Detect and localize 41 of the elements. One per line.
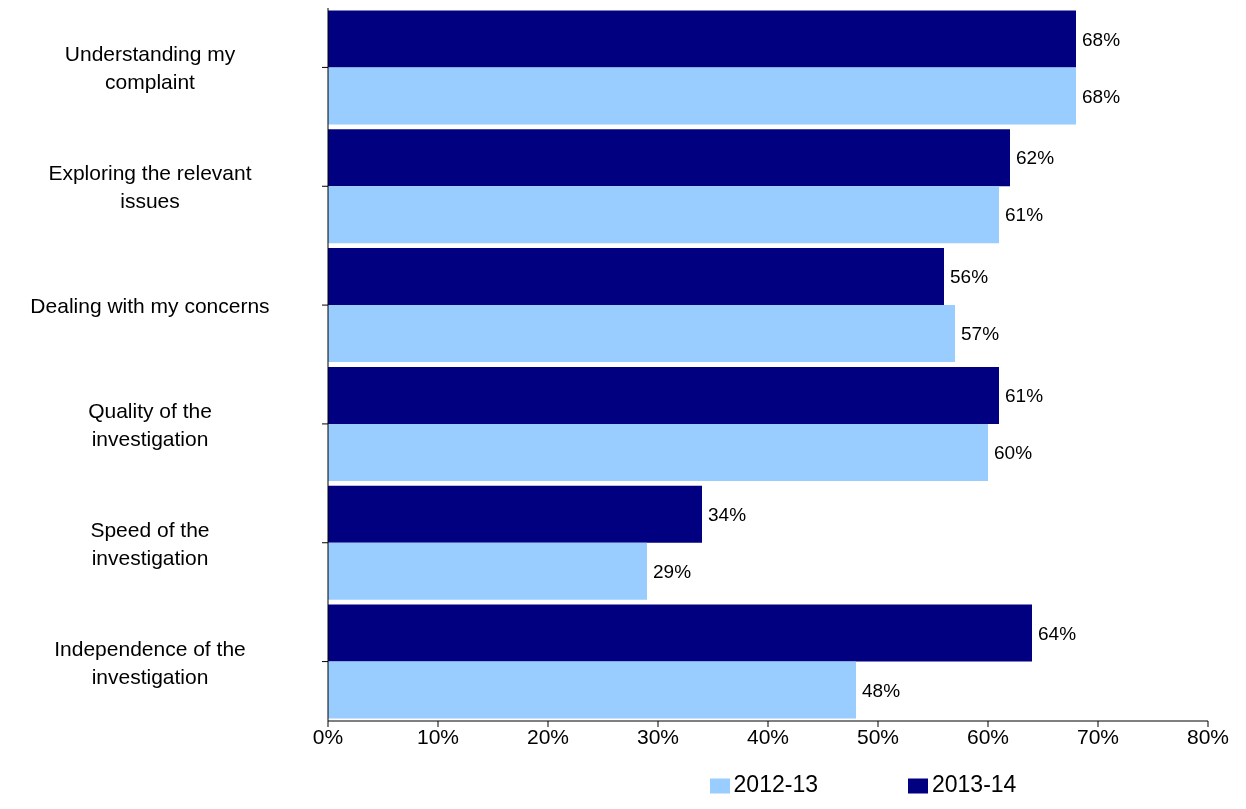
bar (328, 67, 1076, 125)
x-tick-label: 20% (526, 724, 570, 748)
x-tick-label: 70% (1076, 724, 1120, 748)
legend-label: 2012-13 (733, 771, 818, 797)
bar (328, 661, 856, 719)
bar (328, 10, 1076, 68)
legend-label: 2013-14 (932, 771, 1017, 797)
y-tick-label: Exploring the relevant issues (48, 160, 252, 212)
bar (328, 604, 1032, 662)
x-tick-label: 10% (416, 724, 460, 748)
data-label: 68% (1082, 85, 1121, 107)
data-label: 64% (1038, 622, 1077, 644)
data-label: 68% (1082, 28, 1121, 50)
data-label: 61% (1005, 204, 1044, 226)
data-label: 56% (950, 266, 989, 288)
data-label: 60% (994, 442, 1033, 464)
bar (328, 423, 988, 481)
y-tick-label: Independence of the investigation (54, 636, 246, 688)
x-tick-label: 50% (856, 724, 900, 748)
data-label: 61% (1005, 385, 1044, 407)
x-tick-label: 0% (312, 724, 344, 748)
data-label: 29% (653, 560, 692, 582)
bar (328, 305, 955, 363)
bar (328, 366, 999, 424)
data-label: 34% (708, 503, 747, 525)
bar (328, 542, 647, 600)
y-tick-label: Understanding my complaint (64, 41, 236, 93)
x-tick-label: 40% (746, 724, 790, 748)
bar (328, 129, 1010, 187)
x-tick-label: 30% (636, 724, 680, 748)
x-tick-label: 80% (1186, 724, 1230, 748)
x-tick-label: 60% (966, 724, 1010, 748)
bar (328, 485, 702, 543)
data-label: 57% (961, 323, 1000, 345)
y-tick-label: Dealing with my concerns (30, 293, 270, 317)
bar (328, 186, 999, 244)
bar (328, 248, 944, 306)
data-label: 62% (1016, 147, 1055, 169)
y-tick-label: Speed of the investigation (90, 517, 210, 569)
y-tick-label: Quality of the investigation (88, 398, 212, 450)
data-label: 48% (862, 679, 901, 701)
